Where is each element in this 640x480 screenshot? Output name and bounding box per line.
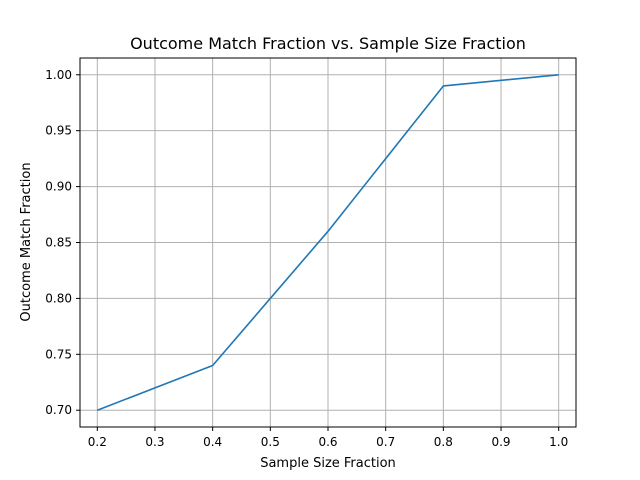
x-tick-label: 0.7 bbox=[376, 435, 395, 449]
y-tick-label: 0.95 bbox=[45, 124, 72, 138]
x-tick-label: 0.5 bbox=[261, 435, 280, 449]
x-tick-label: 0.2 bbox=[88, 435, 107, 449]
x-tick-label: 0.8 bbox=[434, 435, 453, 449]
x-axis-ticks: 0.2 0.3 0.4 0.5 0.6 0.7 0.8 0.9 1.0 bbox=[88, 427, 568, 449]
x-tick-label: 0.6 bbox=[318, 435, 337, 449]
x-tick-label: 0.3 bbox=[145, 435, 164, 449]
y-tick-label: 0.75 bbox=[45, 347, 72, 361]
grid bbox=[80, 58, 576, 427]
x-tick-label: 1.0 bbox=[549, 435, 568, 449]
y-axis-label: Outcome Match Fraction bbox=[19, 162, 34, 321]
series-layer bbox=[97, 73, 559, 411]
y-tick-label: 1.00 bbox=[45, 68, 72, 82]
y-tick-label: 0.85 bbox=[45, 236, 72, 250]
series-line bbox=[97, 73, 559, 411]
x-axis-label: Sample Size Fraction bbox=[260, 456, 396, 471]
x-tick-label: 0.9 bbox=[491, 435, 510, 449]
y-axis-ticks: 0.70 0.75 0.80 0.85 0.90 0.95 1.00 bbox=[45, 68, 80, 417]
y-tick-label: 0.80 bbox=[45, 291, 72, 305]
y-tick-label: 0.90 bbox=[45, 180, 72, 194]
chart-title: Outcome Match Fraction vs. Sample Size F… bbox=[130, 34, 526, 53]
y-tick-label: 0.70 bbox=[45, 403, 72, 417]
x-tick-label: 0.4 bbox=[203, 435, 222, 449]
